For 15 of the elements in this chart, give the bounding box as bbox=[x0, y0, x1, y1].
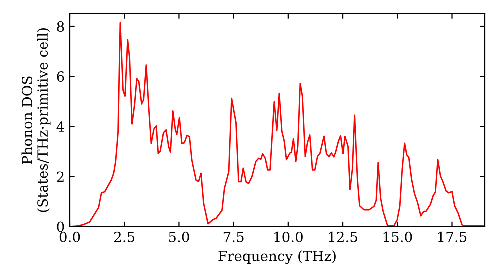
x-tick-label: 5.0 bbox=[169, 232, 190, 242]
x-tick-label: 10.0 bbox=[274, 232, 303, 242]
y-tick-label: 6 bbox=[57, 72, 64, 82]
y-tick-label: 2 bbox=[57, 172, 64, 182]
y-axis-title: Phonon DOS (States/THz·primitive cell) bbox=[22, 28, 51, 212]
x-tick-label: 7.5 bbox=[224, 232, 244, 242]
y-tick-label: 0 bbox=[57, 222, 64, 232]
y-tick-label: 8 bbox=[57, 21, 64, 32]
x-axis-title: Frequency (THz) bbox=[218, 250, 336, 264]
x-tick-label: 17.5 bbox=[438, 232, 467, 242]
x-tick-label: 0.0 bbox=[60, 232, 80, 242]
x-tick-label: 12.5 bbox=[329, 232, 358, 242]
y-tick-label: 4 bbox=[56, 122, 64, 132]
x-tick-label: 2.5 bbox=[114, 232, 135, 242]
x-tick-label: 15.0 bbox=[384, 232, 412, 242]
